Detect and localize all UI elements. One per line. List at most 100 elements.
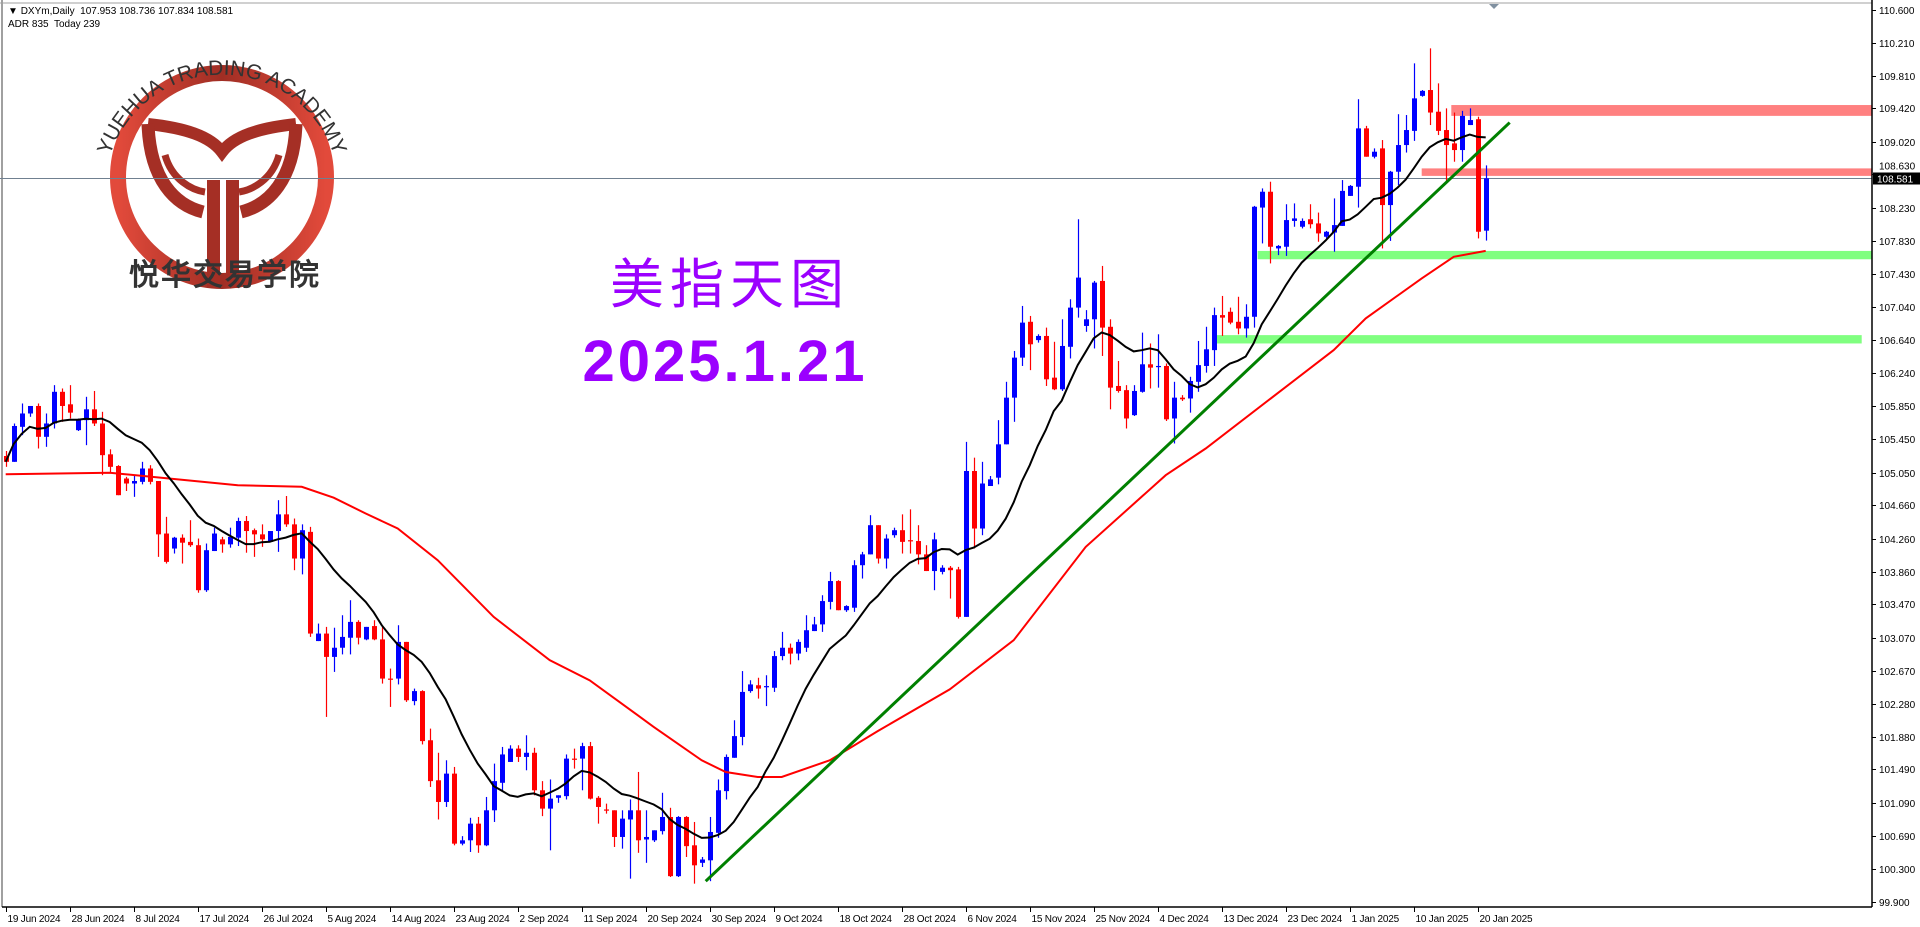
candle <box>1356 99 1361 208</box>
candle-body <box>388 678 393 680</box>
candle-body <box>1484 178 1489 231</box>
support-zone[interactable] <box>1216 335 1862 344</box>
candle <box>1484 165 1489 241</box>
candle-body <box>1196 365 1201 382</box>
candle <box>612 810 617 847</box>
price-tick-label: 105.450 <box>1879 435 1916 446</box>
candle <box>740 671 745 746</box>
candle-body <box>796 641 801 654</box>
candle <box>28 405 33 417</box>
candle <box>988 476 993 487</box>
candle-body <box>644 836 649 840</box>
candle-body <box>1300 220 1305 227</box>
candle <box>1364 125 1369 157</box>
candle <box>444 760 449 807</box>
candle <box>1348 185 1353 196</box>
triangle-down-icon[interactable]: ▼ <box>8 6 21 17</box>
candle <box>212 527 217 552</box>
candle-body <box>28 405 33 414</box>
candle <box>724 754 729 800</box>
date-tick-label: 23 Aug 2024 <box>456 914 511 925</box>
candle-body <box>772 656 777 688</box>
logo-wing-right <box>239 123 303 219</box>
candle-body <box>596 797 601 807</box>
candle-body <box>988 479 993 487</box>
date-tick-label: 8 Jul 2024 <box>136 914 181 925</box>
candle-body <box>660 816 665 832</box>
date-tick-label: 28 Jun 2024 <box>72 914 125 925</box>
candle-body <box>436 780 441 802</box>
candle <box>932 532 937 591</box>
candle <box>308 526 313 637</box>
candle <box>1068 299 1073 359</box>
overlay-date: 2025.1.21 <box>582 329 868 394</box>
symbol-timeframe: DXYm,Daily <box>20 6 75 17</box>
candle-body <box>1172 397 1177 419</box>
candle-body <box>508 748 513 762</box>
price-axis[interactable]: 110.600 110.210 109.810 109.420 109.020 108.6… <box>1872 6 1916 909</box>
candle <box>1156 334 1161 388</box>
resistance-zone[interactable] <box>1451 105 1872 116</box>
date-tick-label: 4 Dec 2024 <box>1160 914 1210 925</box>
chart-shift-marker-icon[interactable] <box>1489 4 1499 9</box>
candle <box>1252 205 1257 328</box>
candle-body <box>1132 390 1137 416</box>
candle <box>1268 181 1273 264</box>
candle <box>244 516 249 553</box>
candle <box>996 420 1001 485</box>
price-tick-label: 102.280 <box>1879 700 1916 711</box>
candle <box>660 792 665 835</box>
candle <box>852 560 857 612</box>
candle-body <box>756 685 761 689</box>
candle-body <box>1364 128 1369 157</box>
price-tick-label: 100.690 <box>1879 832 1916 843</box>
price-tick-label: 103.860 <box>1879 568 1916 579</box>
candle <box>1036 334 1041 343</box>
candle-body <box>148 468 153 482</box>
date-tick-label: 11 Sep 2024 <box>584 914 638 925</box>
candle-body <box>412 691 417 702</box>
candle-body <box>52 391 57 424</box>
price-tick-label: 109.020 <box>1879 138 1916 149</box>
logo-wing-top <box>147 118 297 162</box>
date-tick-label: 1 Jan 2025 <box>1352 914 1400 925</box>
date-tick-label: 6 Nov 2024 <box>968 914 1018 925</box>
candle <box>220 536 225 553</box>
candle <box>1308 204 1313 229</box>
candle <box>164 516 169 564</box>
candle <box>868 515 873 555</box>
candle-body <box>1084 319 1089 326</box>
time-axis[interactable]: 19 Jun 2024 28 Jun 2024 8 Jul 2024 17 Jul 2… <box>6 907 1533 925</box>
candle <box>1388 170 1393 241</box>
price-tick-label: 101.090 <box>1879 799 1916 810</box>
candle <box>412 688 417 706</box>
candle-body <box>956 569 961 617</box>
candle-body <box>804 630 809 648</box>
candle-body <box>1148 364 1153 368</box>
candle <box>900 514 905 554</box>
candle <box>1380 140 1385 249</box>
candle-body <box>1244 316 1249 329</box>
candle-body <box>908 540 913 542</box>
candle <box>700 856 705 867</box>
trendline[interactable] <box>704 121 1511 883</box>
candle-body <box>1124 390 1129 419</box>
candle <box>1020 305 1025 366</box>
candle <box>708 816 713 882</box>
price-tick-label: 110.600 <box>1879 6 1915 17</box>
logo-stem-left <box>207 180 220 288</box>
resistance-zone[interactable] <box>1421 168 1872 176</box>
candle-body <box>516 748 521 757</box>
candle <box>1132 385 1137 416</box>
price-tick-label: 108.230 <box>1879 204 1916 215</box>
ohlc-values: 107.953 108.736 107.834 108.581 <box>80 6 234 17</box>
candle-body <box>1252 206 1257 317</box>
candle <box>268 531 273 542</box>
candle <box>252 528 257 557</box>
candle-body <box>700 859 705 863</box>
candle <box>108 449 113 473</box>
candle-body <box>748 684 753 692</box>
candle-body <box>1012 357 1017 398</box>
support-zone[interactable] <box>1257 250 1872 260</box>
